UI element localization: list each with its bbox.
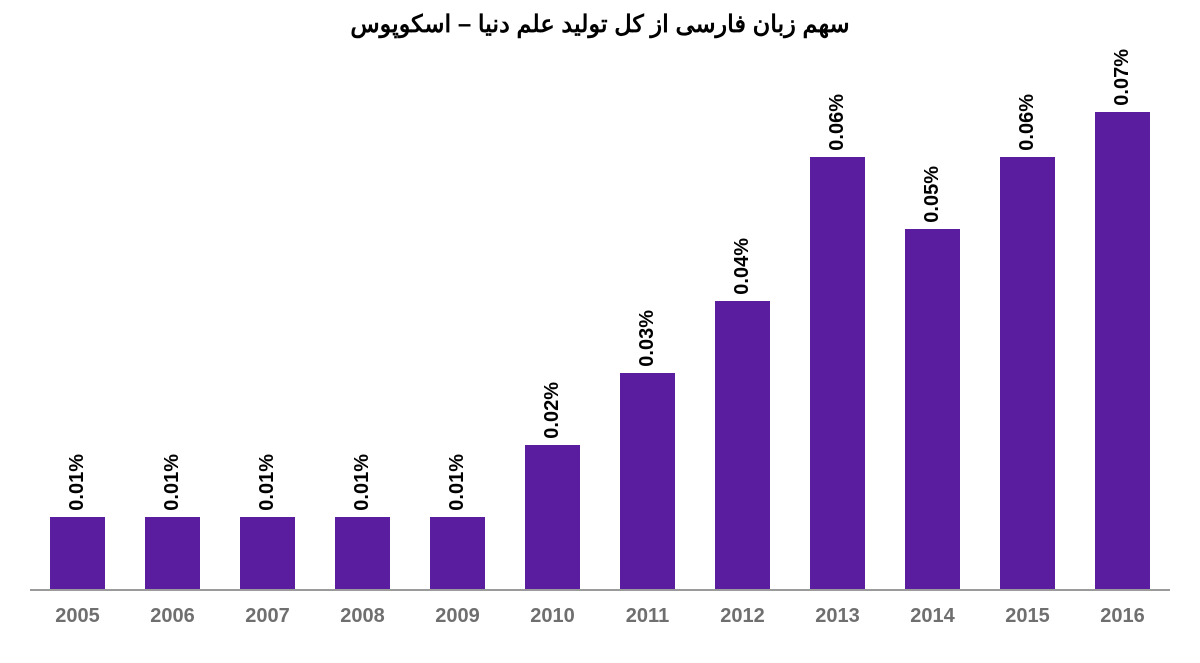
x-axis-label: 2007 [220, 605, 315, 628]
bar-slot: 0.01% [315, 49, 410, 589]
bar-value-label: 0.01% [256, 454, 279, 511]
bar-value-label: 0.02% [541, 382, 564, 439]
bar-slot: 0.01% [410, 49, 505, 589]
x-axis-label: 2014 [885, 605, 980, 628]
x-axis-label: 2012 [695, 605, 790, 628]
bar-value-label: 0.06% [826, 94, 849, 151]
x-axis-label: 2013 [790, 605, 885, 628]
x-axis-label: 2011 [600, 605, 695, 628]
bar-value-label: 0.01% [66, 454, 89, 511]
bar-value-label: 0.04% [731, 238, 754, 295]
x-axis-label: 2016 [1075, 605, 1170, 628]
bar-value-label: 0.03% [636, 310, 659, 367]
bar-value-label: 0.06% [1016, 94, 1039, 151]
bar-value-label: 0.01% [446, 454, 469, 511]
x-axis: 2005200620072008200920102011201220132014… [30, 605, 1170, 628]
x-axis-label: 2006 [125, 605, 220, 628]
bar-slot: 0.01% [30, 49, 125, 589]
bar-slot: 0.01% [220, 49, 315, 589]
bar-slot: 0.01% [125, 49, 220, 589]
bar-slot: 0.06% [790, 49, 885, 589]
x-axis-label: 2005 [30, 605, 125, 628]
bar [1095, 112, 1150, 589]
plot-area: 0.01% 0.01% 0.01% 0.01% 0.01% 0.02% 0.03% 0.04%… [30, 49, 1170, 591]
bar [430, 517, 485, 589]
bar-slot: 0.05% [885, 49, 980, 589]
bar-value-label: 0.07% [1111, 49, 1134, 106]
bar [145, 517, 200, 589]
bar [620, 373, 675, 589]
x-axis-label: 2009 [410, 605, 505, 628]
bar [715, 301, 770, 589]
bar-slot: 0.03% [600, 49, 695, 589]
bar [240, 517, 295, 589]
bar [335, 517, 390, 589]
bar [525, 445, 580, 589]
chart-title: سهم زبان فارسی از کل تولید علم دنیا – اس… [30, 10, 1170, 39]
bar [50, 517, 105, 589]
x-axis-label: 2010 [505, 605, 600, 628]
bar-chart: سهم زبان فارسی از کل تولید علم دنیا – اس… [30, 10, 1170, 650]
bar-slot: 0.02% [505, 49, 600, 589]
bar [1000, 157, 1055, 589]
bar-slot: 0.07% [1075, 49, 1170, 589]
x-axis-label: 2015 [980, 605, 1075, 628]
bar-value-label: 0.05% [921, 166, 944, 223]
x-axis-label: 2008 [315, 605, 410, 628]
bar-value-label: 0.01% [351, 454, 374, 511]
bar-slot: 0.04% [695, 49, 790, 589]
bar-value-label: 0.01% [161, 454, 184, 511]
bars-container: 0.01% 0.01% 0.01% 0.01% 0.01% 0.02% 0.03% 0.04%… [30, 49, 1170, 589]
bar-slot: 0.06% [980, 49, 1075, 589]
bar [905, 229, 960, 589]
bar [810, 157, 865, 589]
